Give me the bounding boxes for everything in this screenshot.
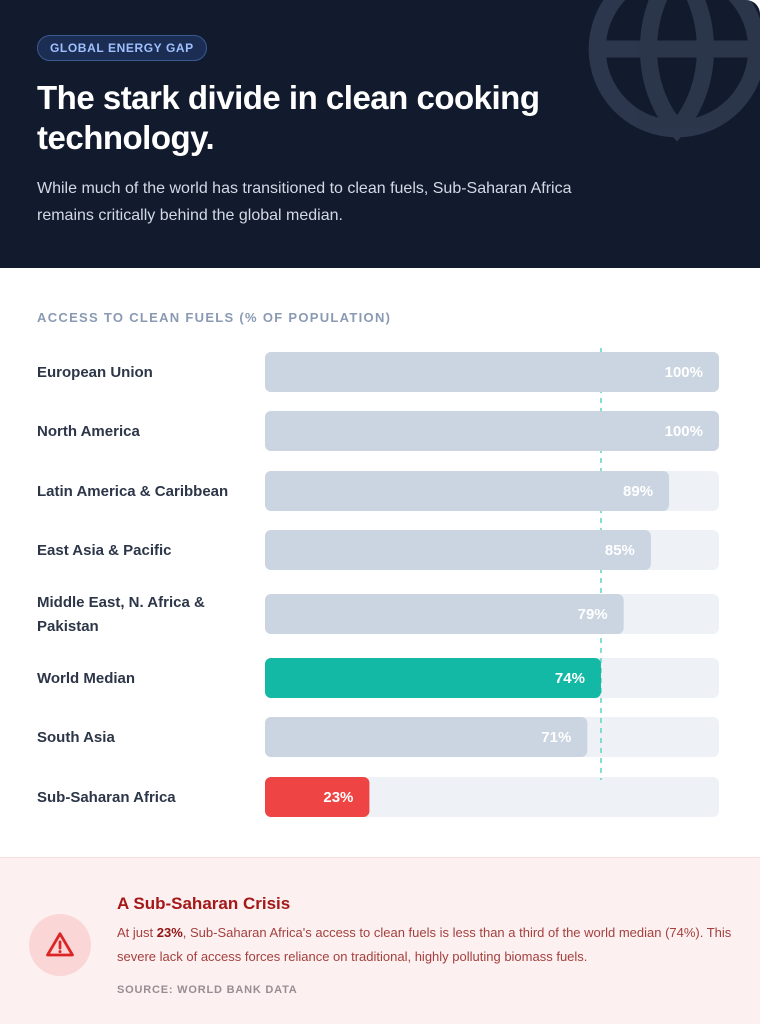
bar-4 [265,594,624,634]
crisis-title: A Sub-Saharan Crisis [117,894,291,913]
bar-7 [265,777,370,817]
category-label: Middle East, N. Africa & [37,594,205,611]
category-label: Latin America & Caribbean [37,483,228,500]
page-subtitle: While much of the world has transitioned… [37,180,572,224]
category-label: North America [37,423,140,440]
alert-badge [29,914,91,976]
bar-value-label: 85% [605,542,635,559]
bar-value-label: 23% [323,789,353,806]
bar-value-label: 79% [578,606,608,623]
category-label: South Asia [37,729,115,746]
bar-value-label: 100% [665,364,703,381]
crisis-text-prefix: At just [117,925,157,940]
category-label: European Union [37,364,153,381]
crisis-description: At just 23%, Sub-Saharan Africa's access… [117,921,742,969]
bar-1 [265,411,719,451]
bar-value-label: 100% [665,423,703,440]
crisis-text-suffix: , Sub-Saharan Africa's access to clean f… [117,925,732,964]
bar-track [265,777,719,817]
bar-5 [265,658,601,698]
category-badge: GLOBAL ENERGY GAP [37,35,207,61]
category-label: World Median [37,670,135,687]
category-label: Pakistan [37,618,99,635]
bar-value-label: 89% [623,483,653,500]
warning-triangle-icon [46,932,74,957]
category-label: Sub-Saharan Africa [37,789,176,806]
crisis-highlight-value: 23% [156,925,183,940]
bar-3 [265,530,651,570]
page-title: The stark divide in clean cooking techno… [37,79,540,156]
bar-value-label: 71% [541,729,571,746]
chart-title: ACCESS TO CLEAN FUELS (% OF POPULATION) [37,310,392,325]
globe-icon [588,0,760,142]
source-note: SOURCE: WORLD BANK DATA [117,984,298,996]
bar-2 [265,471,670,511]
bar-6 [265,717,588,757]
bar-chart: 100% European Union 100% North America 89% La… [37,348,719,817]
bar-value-label: 74% [555,670,585,687]
bar-0 [265,352,719,392]
category-label: East Asia & Pacific [37,542,172,559]
header: GLOBAL ENERGY GAP The stark divide in cl… [0,0,760,268]
crisis-callout: A Sub-Saharan Crisis At just 23%, Sub-Sa… [0,857,760,1024]
